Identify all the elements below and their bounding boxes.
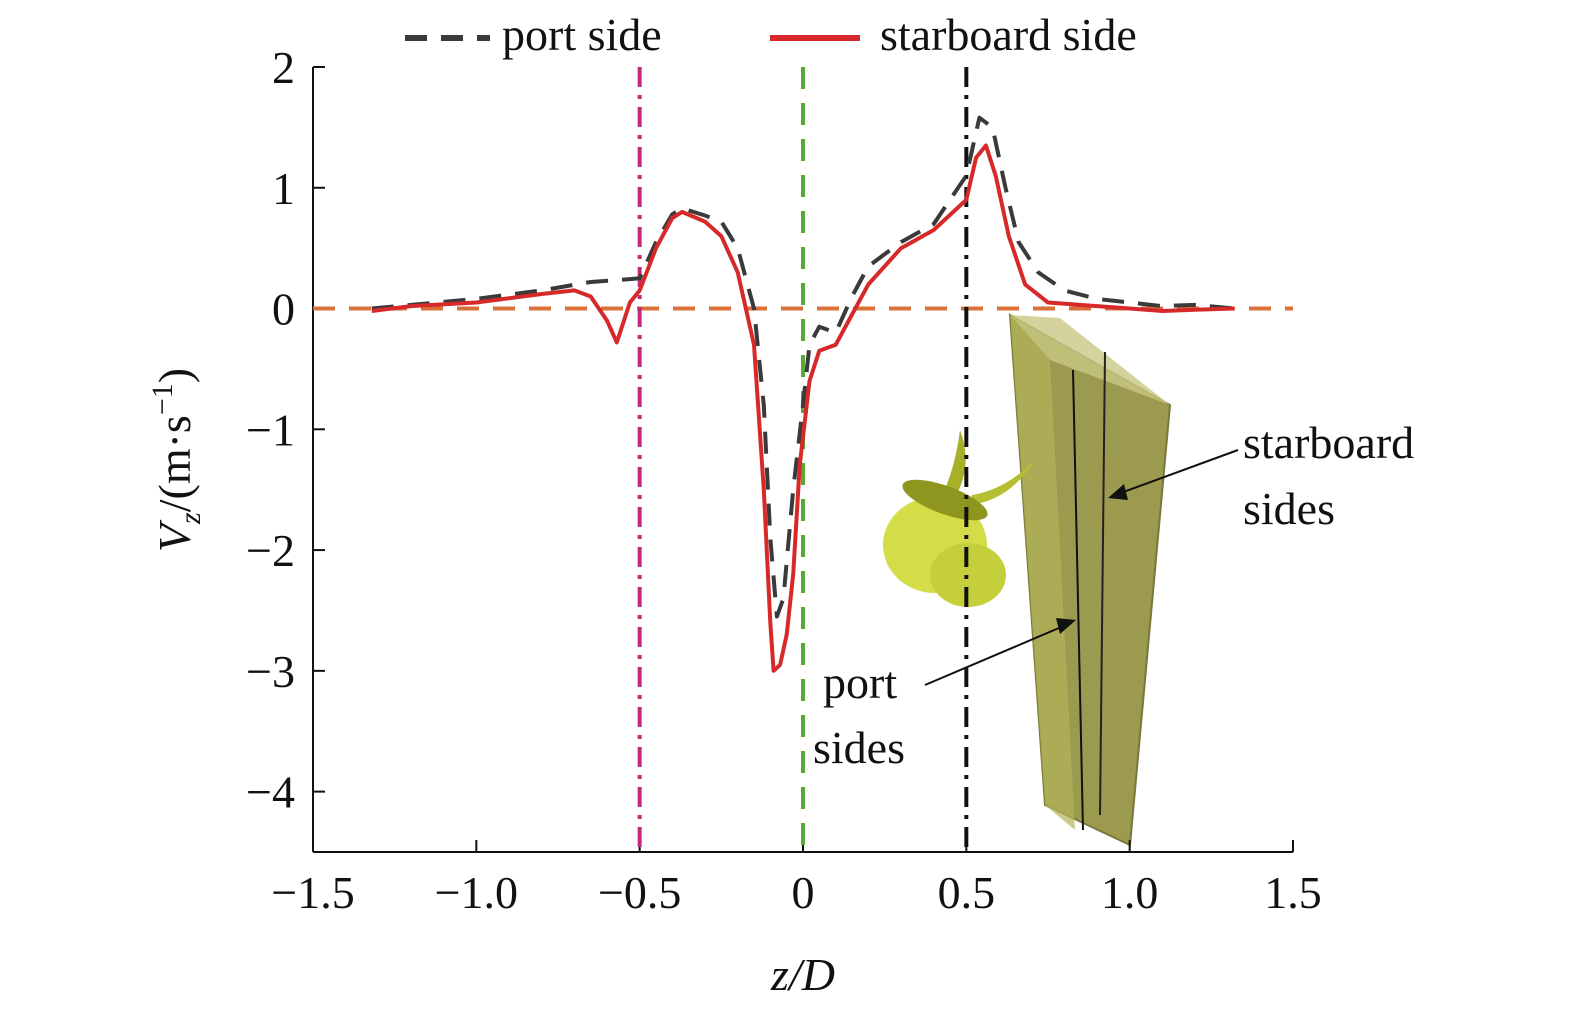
x-tick-label: −1.5 xyxy=(271,867,354,918)
x-axis-label: z/D xyxy=(770,949,835,1000)
rudder-side xyxy=(1010,315,1075,830)
legend-label: starboard side xyxy=(880,9,1137,60)
x-tick-label: −0.5 xyxy=(598,867,681,918)
arrowhead xyxy=(1108,484,1128,500)
data-line xyxy=(371,143,1235,673)
starboard-line xyxy=(1099,351,1106,816)
arrowhead xyxy=(1056,618,1076,634)
arrow xyxy=(1117,449,1239,495)
y-tick-label: 1 xyxy=(272,163,295,214)
y-axis-label: Vz/(m·s−1) xyxy=(146,368,207,552)
illustration xyxy=(883,313,1239,847)
rudder-top xyxy=(1010,315,1170,405)
port-line xyxy=(1072,369,1084,831)
y-tick-label: 0 xyxy=(272,284,295,335)
y-axis-label-part: ) xyxy=(149,368,200,383)
y-tick-label: −4 xyxy=(246,767,295,818)
annotation: starboard xyxy=(1243,417,1414,468)
annotation: sides xyxy=(1243,483,1335,534)
y-tick-label: −1 xyxy=(246,404,295,455)
x-tick-label: 0 xyxy=(792,867,815,918)
legend-label: port side xyxy=(502,9,662,60)
x-tick-label: 1.0 xyxy=(1101,867,1159,918)
arrow xyxy=(924,624,1067,686)
annotation: sides xyxy=(813,722,905,773)
y-tick-label: 2 xyxy=(272,42,295,93)
data-line xyxy=(371,115,1235,619)
y-axis-label-part: z xyxy=(174,512,207,525)
annotation: port xyxy=(823,657,897,708)
x-tick-label: 0.5 xyxy=(938,867,996,918)
y-tick-label: −2 xyxy=(246,525,295,576)
y-axis-label-part: /(m·s xyxy=(149,415,200,512)
x-tick-label: −1.0 xyxy=(435,867,518,918)
propeller-blade xyxy=(970,460,1035,505)
y-axis-label-part: V xyxy=(149,519,200,552)
y-axis-label-part: −1 xyxy=(146,383,179,415)
x-tick-label: 1.5 xyxy=(1264,867,1322,918)
y-tick-label: −3 xyxy=(246,646,295,697)
